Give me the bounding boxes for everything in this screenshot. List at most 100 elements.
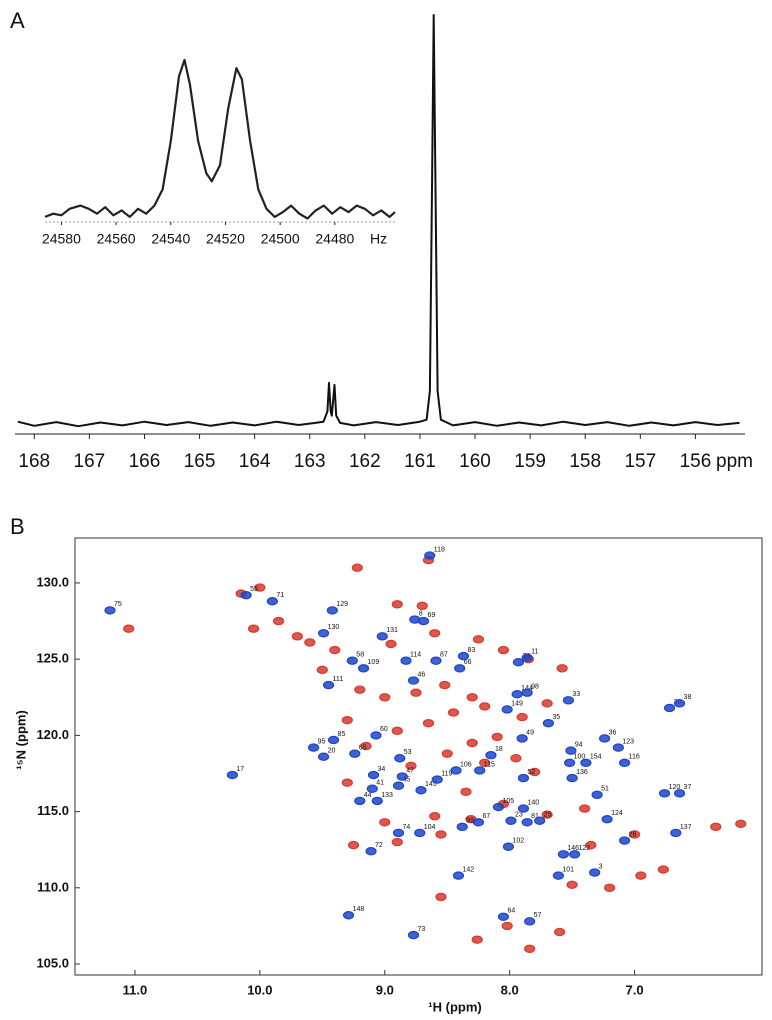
peak [316, 665, 328, 675]
peak [564, 758, 576, 768]
peak [346, 656, 358, 665]
peak-label: 111 [333, 676, 344, 683]
peak [291, 632, 303, 641]
peak [589, 868, 601, 877]
panel-label: A [10, 8, 25, 33]
peak [492, 802, 505, 812]
peak [479, 702, 491, 711]
peak [415, 786, 427, 795]
peak [521, 653, 533, 662]
peak-label: 23 [515, 812, 523, 819]
peak [450, 766, 462, 775]
peak-label: 99 [466, 818, 474, 825]
peak-label: 41 [376, 780, 384, 787]
peak-label: 44 [364, 792, 372, 799]
peak-label: 142 [462, 866, 474, 873]
y-tick-label: 125.0 [36, 651, 69, 666]
peak [471, 935, 483, 944]
x-tick-label: 164 [239, 451, 271, 472]
peak-label: 74 [403, 824, 411, 831]
peak [599, 734, 611, 743]
peak [307, 743, 320, 752]
peak [673, 789, 686, 798]
peak [612, 743, 624, 752]
peak [524, 917, 536, 926]
peak-label: 87 [440, 652, 448, 659]
peak [541, 810, 553, 819]
peak [502, 842, 515, 851]
peak [392, 781, 405, 790]
peak [566, 773, 578, 783]
peak [385, 639, 397, 649]
peak-label: 20 [328, 748, 336, 755]
peak-label: 105 [502, 798, 514, 805]
x-tick-label: 7.0 [626, 982, 644, 997]
peak [447, 708, 460, 717]
peak [501, 921, 513, 931]
peak-label: 102 [512, 838, 524, 845]
x-tick-label: 9.0 [376, 982, 394, 997]
peak [407, 930, 420, 940]
peak-label: 129 [336, 601, 348, 608]
peak [405, 761, 417, 771]
x-tick-label: 163 [294, 451, 326, 472]
peak-label: 136 [576, 769, 588, 776]
peak [479, 758, 491, 768]
peak [435, 830, 447, 839]
peak [485, 751, 497, 760]
peak-label: 124 [611, 810, 623, 817]
peak [439, 680, 451, 690]
peak [657, 865, 669, 874]
peak-label: 51 [601, 786, 609, 793]
x-tick-label: 24480 [315, 231, 354, 247]
peak [240, 590, 252, 600]
peak-label: 94 [575, 741, 583, 748]
peak [435, 892, 447, 902]
peak-label: 106 [460, 761, 472, 768]
peak [226, 770, 238, 780]
x-tick-label: 162 [349, 451, 381, 472]
x-tick-label: 165 [184, 451, 216, 472]
peak [424, 551, 436, 560]
peak [569, 850, 581, 859]
peak [497, 912, 510, 921]
peak [663, 703, 676, 713]
peak [635, 871, 647, 880]
peak [517, 773, 530, 783]
peak-label: 26 [629, 831, 637, 838]
peak [365, 847, 377, 856]
peak [618, 836, 631, 845]
peak [510, 754, 522, 763]
spectrum-line [44, 58, 396, 220]
peak [670, 828, 682, 838]
peak [322, 680, 335, 690]
peak [392, 828, 405, 838]
peak [429, 629, 441, 638]
peak [542, 718, 555, 728]
x-tick-label: 158 [569, 451, 601, 472]
peak [591, 790, 603, 800]
peak-label: 75 [114, 601, 122, 608]
peak-label: 145 [425, 781, 437, 788]
peak [456, 822, 468, 832]
peak [491, 732, 503, 742]
peak [407, 676, 420, 685]
peak [354, 796, 366, 806]
x-tick-label: 24540 [151, 231, 190, 247]
peak-label: 73 [418, 926, 426, 933]
peak-label: 85 [338, 731, 346, 738]
peak [516, 734, 528, 743]
peak-label: 146 [567, 845, 579, 852]
peak-label: 116 [629, 754, 640, 761]
peak-label: 49 [526, 729, 534, 736]
peak-label: 65 [359, 745, 367, 752]
peak-label: 57 [534, 912, 542, 919]
peak-label: 148 [353, 906, 365, 913]
peak [370, 731, 382, 740]
x-tick-label: 166 [129, 451, 161, 472]
peak-label: 133 [381, 792, 393, 799]
x-tick-label: 24520 [206, 231, 245, 247]
peak [357, 664, 370, 673]
x-tick-label: 168 [18, 451, 50, 472]
x-tick-label: 24580 [42, 231, 81, 247]
